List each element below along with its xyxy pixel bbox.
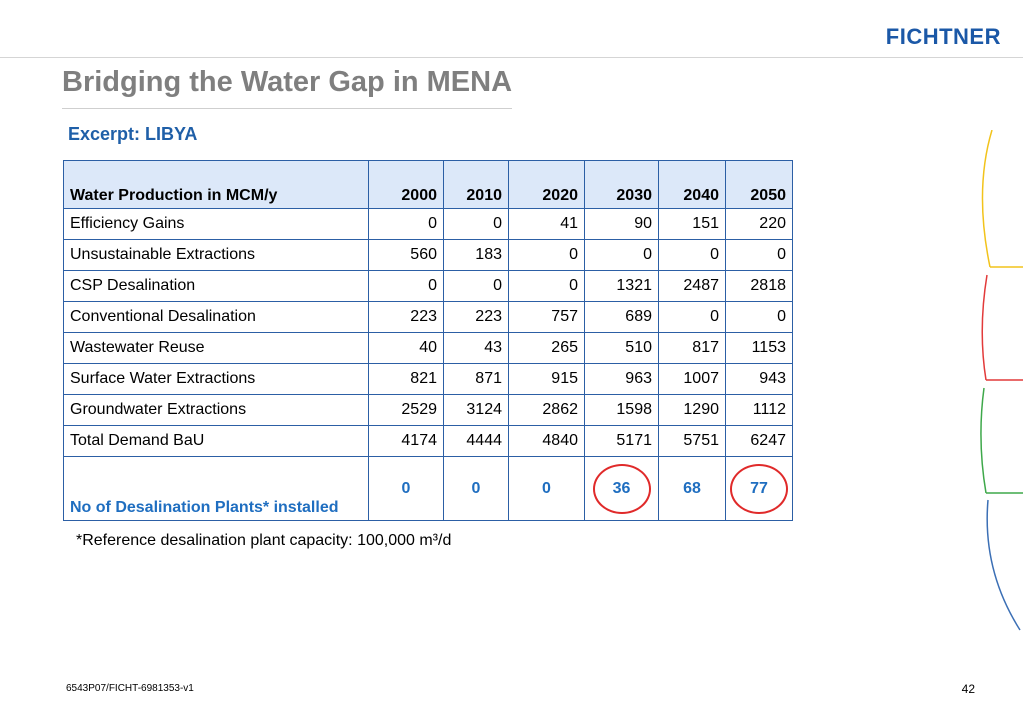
decorative-arcs bbox=[980, 130, 1023, 631]
table-row: Groundwater Extractions 2529 3124 2862 1598 1… bbox=[63, 394, 793, 426]
table-cell: 223 bbox=[443, 301, 509, 333]
column-header: 2020 bbox=[508, 160, 585, 209]
table-cell: No of Desalination Plants* installed bbox=[63, 456, 369, 521]
table-cell: 220 bbox=[725, 208, 793, 240]
table-cell: Wastewater Reuse bbox=[63, 332, 369, 364]
table-cell: Surface Water Extractions bbox=[63, 363, 369, 395]
header-divider bbox=[0, 57, 1023, 58]
table-cell: 183 bbox=[443, 239, 509, 271]
table-cell: 821 bbox=[368, 363, 444, 395]
table-cell: 4444 bbox=[443, 425, 509, 457]
table-cell: 223 bbox=[368, 301, 444, 333]
table-cell: Unsustainable Extractions bbox=[63, 239, 369, 271]
table-cell: 0 bbox=[443, 270, 509, 302]
table-cell: 0 bbox=[658, 301, 726, 333]
page-subtitle: Excerpt: LIBYA bbox=[68, 124, 198, 144]
table-cell: 6247 bbox=[725, 425, 793, 457]
table-cell: 757 bbox=[508, 301, 585, 333]
arc-green bbox=[980, 387, 987, 494]
table-cell: 68 bbox=[658, 456, 726, 521]
table-cell: CSP Desalination bbox=[63, 270, 369, 302]
table-cell: 0 bbox=[584, 239, 659, 271]
table-cell: 0 bbox=[368, 456, 444, 521]
arc-blue bbox=[986, 499, 1021, 631]
highlighted-cell: 36 bbox=[584, 456, 659, 521]
table-cell: 4840 bbox=[508, 425, 585, 457]
table-cell: 2487 bbox=[658, 270, 726, 302]
table-cell: Conventional Desalination bbox=[63, 301, 369, 333]
table-cell: 817 bbox=[658, 332, 726, 364]
column-header: 2030 bbox=[584, 160, 659, 209]
table-cell: 0 bbox=[508, 456, 585, 521]
table-cell: Groundwater Extractions bbox=[63, 394, 369, 426]
table-cell: 1290 bbox=[658, 394, 726, 426]
title-underline bbox=[62, 108, 512, 109]
table-cell: 43 bbox=[443, 332, 509, 364]
table-cell: 90 bbox=[584, 208, 659, 240]
table-cell: 510 bbox=[584, 332, 659, 364]
table-cell: 151 bbox=[658, 208, 726, 240]
table-cell: 2529 bbox=[368, 394, 444, 426]
table-cell: 5171 bbox=[584, 425, 659, 457]
table-cell: 1112 bbox=[725, 394, 793, 426]
table-cell: Efficiency Gains bbox=[63, 208, 369, 240]
table-cell: 943 bbox=[725, 363, 793, 395]
table-cell: 2862 bbox=[508, 394, 585, 426]
page-title: Bridging the Water Gap in MENA bbox=[62, 66, 513, 98]
table-cell: 1598 bbox=[584, 394, 659, 426]
table-cell: 2818 bbox=[725, 270, 793, 302]
table-cell: 4174 bbox=[368, 425, 444, 457]
footnote: *Reference desalination plant capacity: … bbox=[76, 532, 452, 549]
table-cell: 0 bbox=[443, 208, 509, 240]
table-cell: 0 bbox=[725, 239, 793, 271]
desalination-plants-row: No of Desalination Plants* installed 0 0… bbox=[63, 456, 793, 521]
table-cell: 963 bbox=[584, 363, 659, 395]
page-number: 42 bbox=[961, 682, 975, 696]
water-production-table: Water Production in MCM/y 2000 2010 2020… bbox=[63, 160, 793, 521]
column-header: 2010 bbox=[443, 160, 509, 209]
table-cell: 871 bbox=[443, 363, 509, 395]
table-cell: 0 bbox=[658, 239, 726, 271]
table-cell: 0 bbox=[443, 456, 509, 521]
table-row: Surface Water Extractions 821 871 915 963 100… bbox=[63, 363, 793, 395]
highlight-circle bbox=[592, 463, 651, 514]
table-cell: 0 bbox=[368, 270, 444, 302]
table-cell: 560 bbox=[368, 239, 444, 271]
table-cell: 1007 bbox=[658, 363, 726, 395]
table-cell: Total Demand BaU bbox=[63, 425, 369, 457]
table-cell: 40 bbox=[368, 332, 444, 364]
highlight-circle bbox=[730, 463, 788, 514]
table-cell: 0 bbox=[508, 239, 585, 271]
table-row: Conventional Desalination 223 223 757 689 0 0 bbox=[63, 301, 793, 333]
table-cell: 1321 bbox=[584, 270, 659, 302]
table-cell: 5751 bbox=[658, 425, 726, 457]
table-row: Unsustainable Extractions 560 183 0 0 0 0 bbox=[63, 239, 793, 271]
table-cell: 915 bbox=[508, 363, 585, 395]
table-cell: 3124 bbox=[443, 394, 509, 426]
table-row: Efficiency Gains 0 0 41 90 151 220 bbox=[63, 208, 793, 240]
table-cell: 0 bbox=[368, 208, 444, 240]
arc-red bbox=[981, 274, 988, 381]
column-header: Water Production in MCM/y bbox=[63, 160, 369, 209]
arc-yellow bbox=[981, 130, 993, 268]
column-header: 2000 bbox=[368, 160, 444, 209]
table-row: CSP Desalination 0 0 0 1321 2487 2818 bbox=[63, 270, 793, 302]
table-row: Wastewater Reuse 40 43 265 510 817 1153 bbox=[63, 332, 793, 364]
table-cell: 41 bbox=[508, 208, 585, 240]
table-header-row: Water Production in MCM/y 2000 2010 2020… bbox=[63, 160, 793, 209]
document-id: 6543P07/FICHT-6981353-v1 bbox=[66, 683, 194, 694]
column-header: 2050 bbox=[725, 160, 793, 209]
fichtner-logo: FICHTNER bbox=[885, 24, 1001, 49]
table-cell: 0 bbox=[508, 270, 585, 302]
table-cell: 689 bbox=[584, 301, 659, 333]
table-cell: 0 bbox=[725, 301, 793, 333]
highlighted-cell: 77 bbox=[725, 456, 793, 521]
table-row: Total Demand BaU 4174 4444 4840 5171 5751 6247 bbox=[63, 425, 793, 457]
table-cell: 265 bbox=[508, 332, 585, 364]
table-cell: 1153 bbox=[725, 332, 793, 364]
column-header: 2040 bbox=[658, 160, 726, 209]
